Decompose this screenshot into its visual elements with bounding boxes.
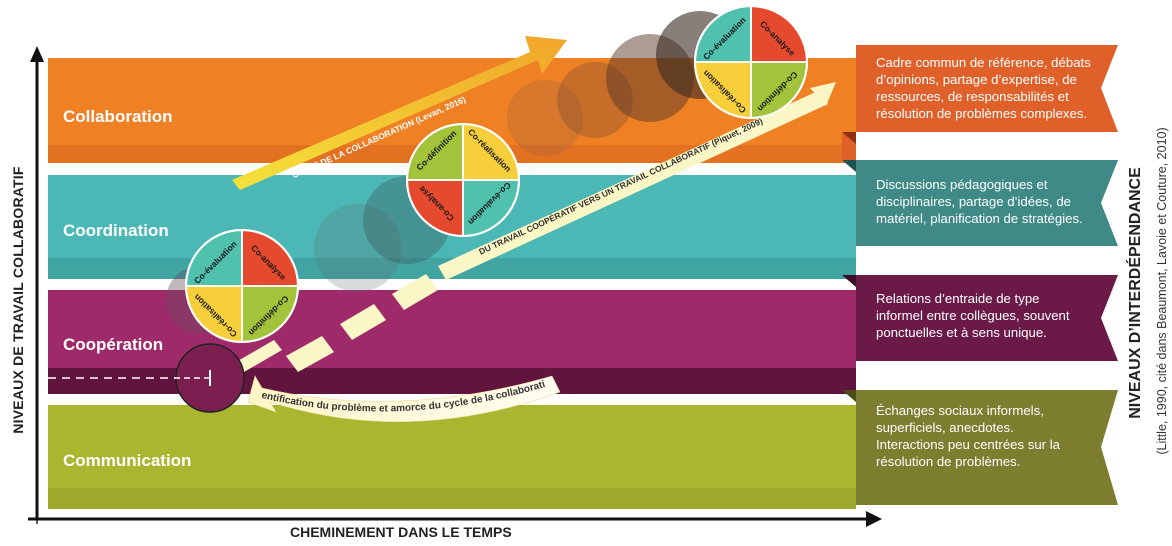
- description-communication: Échanges sociaux informels, superficiels…: [876, 403, 1060, 469]
- band-communication-shade: [48, 488, 856, 509]
- ribbon-coordination: [856, 160, 1118, 246]
- ribbon-communication-fold: [842, 390, 856, 402]
- description-cooperation: Relations d’entraide de type informel en…: [876, 291, 1070, 340]
- x-axis-arrowhead: [866, 511, 882, 527]
- wheel-outline: [694, 5, 808, 119]
- band-label-communication: Communication: [63, 451, 191, 470]
- wheel-outline: [406, 123, 520, 237]
- y-axis-arrowhead: [30, 46, 44, 62]
- wheel-outline: [185, 229, 299, 343]
- axis-origin-mark: ✛: [32, 513, 42, 527]
- band-cooperation-shade: [48, 368, 856, 394]
- ribbon-communication: [856, 390, 1118, 505]
- interdependence-citation: (Little, 1990, cité dans Beaumont, Lavoi…: [1155, 127, 1169, 455]
- x-axis-title: CHEMINEMENT DANS LE TEMPS: [290, 524, 512, 540]
- ribbon-cooperation: [856, 275, 1118, 361]
- band-label-cooperation: Coopération: [63, 335, 163, 354]
- cycle-wheel-collaboration: Co-évaluation Co-analyseCo-définitionCo-r…: [693, 4, 809, 120]
- band-label-coordination: Coordination: [63, 221, 169, 240]
- interdependence-title: NIVEAUX D’INTERDÉPENDANCE: [1127, 167, 1144, 419]
- band-label-collaboration: Collaboration: [63, 107, 173, 126]
- y-axis-title: NIVEAUX DE TRAVAIL COLLABORATIF: [10, 166, 26, 434]
- ribbon-cooperation-fold: [842, 275, 856, 287]
- description-coordination: Discussions pédagogiques et disciplinair…: [876, 177, 1083, 226]
- ribbon-collaboration: [842, 45, 1118, 160]
- axes: ✛: [28, 46, 882, 527]
- description-collaboration: Cadre commun de référence, débats d’opin…: [876, 55, 1091, 121]
- ribbon-collaboration-fold: [842, 132, 856, 144]
- ribbon-coordination-fold: [842, 160, 856, 172]
- band-communication: [48, 405, 856, 509]
- cycle-wheel-cooperation: Co-évaluation Co-analyseCo-définitionCo-r…: [184, 228, 300, 344]
